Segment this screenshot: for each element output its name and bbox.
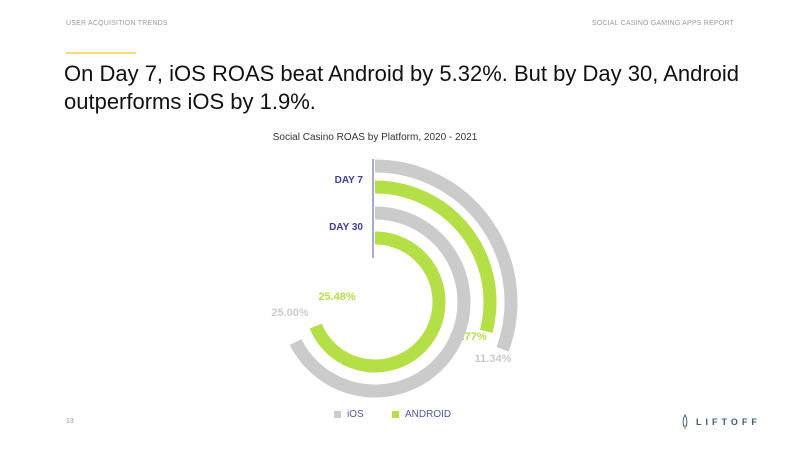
arc-day30-android (309, 231, 446, 373)
report-label: SOCIAL CASINO GAMING APPS REPORT (591, 20, 734, 27)
section-label: USER ACQUISITION TRENDS (66, 20, 168, 27)
rocket-icon (682, 414, 688, 430)
accent-line (66, 52, 136, 54)
ios-swatch (334, 411, 341, 418)
group-label: DAY 30 (329, 222, 363, 233)
chart-title: Social Casino ROAS by Platform, 2020 - 2… (272, 132, 478, 143)
arc-day30-ios (289, 206, 471, 398)
value-label: 11.34% (475, 353, 512, 365)
legend-label: ANDROID (405, 409, 452, 420)
page-title: On Day 7, iOS ROAS beat Android by 5.32%… (64, 61, 740, 114)
liftoff-logo: LIFTOFF (680, 414, 761, 430)
value-label: 25.48% (318, 291, 356, 303)
android-swatch (392, 411, 399, 418)
arc-day7-ios (374, 159, 518, 352)
group-label: DAY 7 (335, 175, 364, 186)
legend-android: ANDROID (392, 409, 451, 420)
logo-text: LIFTOFF (696, 417, 761, 427)
legend-ios: iOS (334, 409, 364, 420)
legend-label: iOS (347, 409, 364, 420)
value-label: 25.00% (271, 307, 309, 319)
arc-day7-android (374, 180, 497, 334)
page-number: 13 (66, 418, 74, 425)
